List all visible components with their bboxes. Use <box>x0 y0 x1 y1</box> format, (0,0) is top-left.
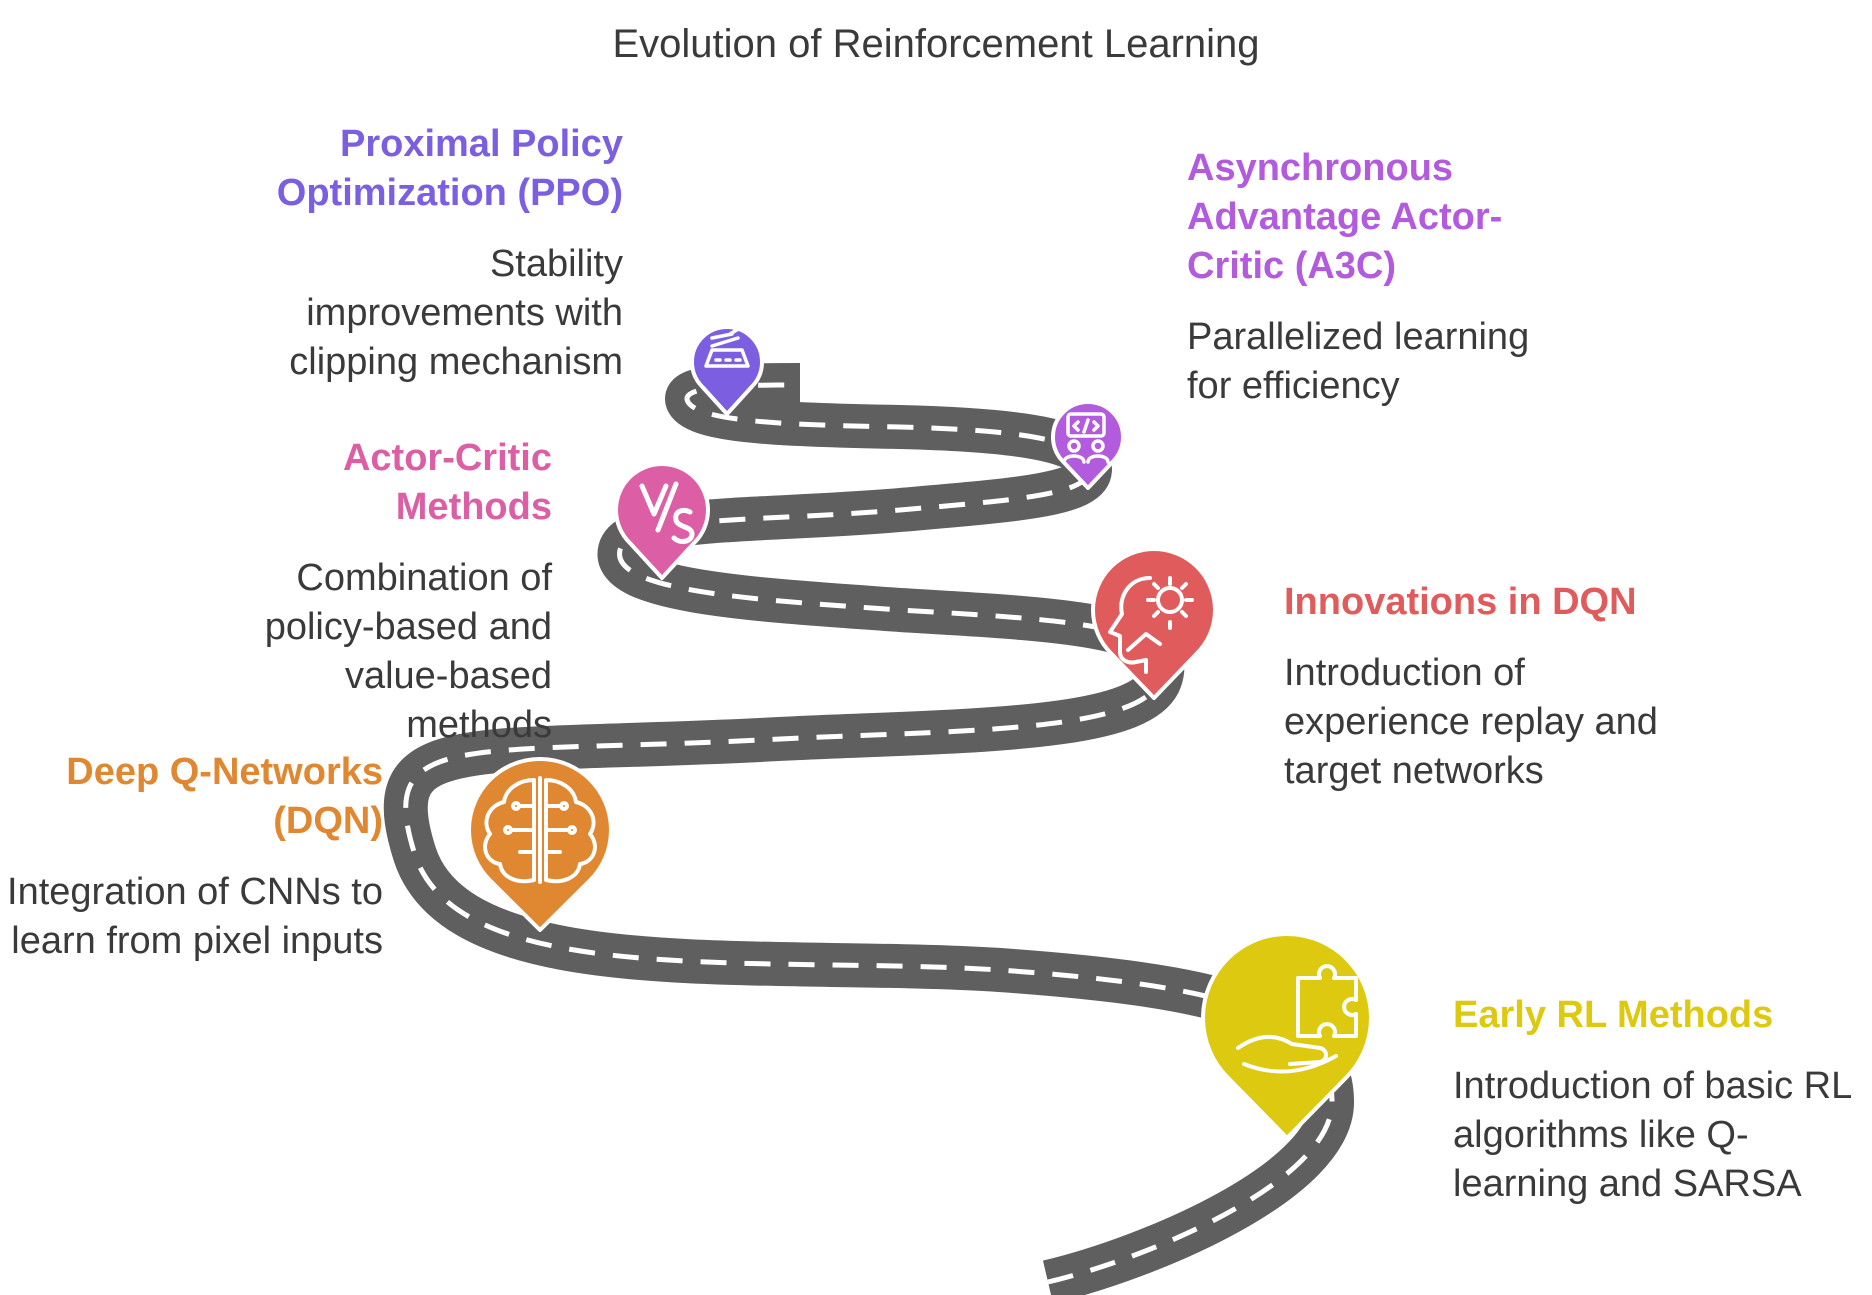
milestone-description: Combination of policy-based and value-ba… <box>264 557 552 746</box>
team-code-icon <box>1062 412 1110 464</box>
pin-body <box>690 325 764 416</box>
marker-dqn <box>467 757 613 932</box>
milestone-actor-critic: Actor-Critic Methods Combination of poli… <box>0 434 552 750</box>
milestone-heading: Deep Q-Networks (DQN) <box>66 751 383 842</box>
marker-early-rl <box>1201 932 1373 1140</box>
pin-body <box>1091 547 1217 700</box>
milestone-dqn: Deep Q-Networks (DQN) Integration of CNN… <box>0 748 383 966</box>
puzzle-hand-icon <box>1236 964 1358 1074</box>
pin-body <box>1201 932 1373 1140</box>
milestone-early-rl: Early RL Methods Introduction of basic R… <box>1453 991 1853 1209</box>
milestone-ppo: Proximal Policy Optimization (PPO) Stabi… <box>0 120 623 387</box>
milestone-heading: Early RL Methods <box>1453 994 1774 1036</box>
marker-ppo <box>690 325 764 416</box>
milestone-description: Stability improvements with clipping mec… <box>289 243 623 383</box>
milestone-a3c: Asynchronous Advantage Actor-Critic (A3C… <box>1187 144 1557 411</box>
milestone-description: Parallelized learning for efficiency <box>1187 316 1530 407</box>
milestone-description: Integration of CNNs to learn from pixel … <box>7 871 383 962</box>
marker-actor-critic <box>614 462 710 580</box>
milestone-heading: Proximal Policy Optimization (PPO) <box>276 123 623 214</box>
milestone-heading: Actor-Critic Methods <box>342 437 552 528</box>
brain-circuit-icon <box>483 776 597 884</box>
clipping-icon <box>704 326 750 368</box>
milestone-description: Introduction of basic RL algorithms like… <box>1453 1065 1851 1205</box>
milestone-innovations-dqn: Innovations in DQN Introduction of exper… <box>1284 578 1714 796</box>
diagram-title: Evolution of Reinforcement Learning <box>612 22 1260 66</box>
milestone-description: Introduction of experience replay and ta… <box>1284 652 1658 792</box>
milestone-heading: Asynchronous Advantage Actor-Critic (A3C… <box>1187 147 1503 287</box>
head-gear-icon <box>1108 576 1194 674</box>
marker-innovations-dqn <box>1091 547 1217 700</box>
marker-a3c <box>1051 400 1125 490</box>
versus-icon <box>639 481 695 544</box>
milestone-heading: Innovations in DQN <box>1284 581 1637 623</box>
